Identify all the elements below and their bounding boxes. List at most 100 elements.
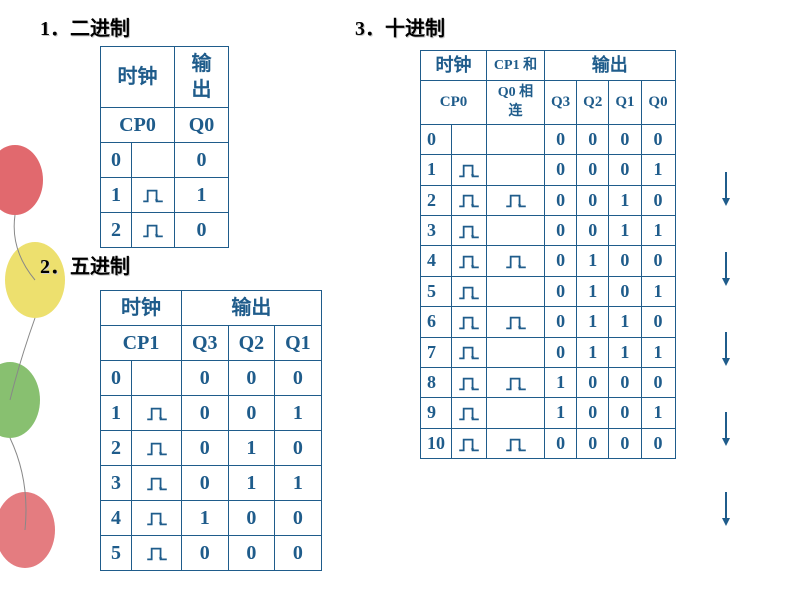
cell-cp <box>132 536 182 571</box>
table-row: 5000 <box>101 536 322 571</box>
t1-h-q0: Q0 <box>175 108 229 143</box>
cell-q2: 1 <box>577 307 609 337</box>
cell-cp1 <box>487 398 545 428</box>
cell-q0: 0 <box>641 367 675 397</box>
cell-q0: 1 <box>641 215 675 245</box>
cell-q2: 0 <box>577 185 609 215</box>
cell-q1: 0 <box>609 155 641 185</box>
cell-n: 1 <box>101 396 132 431</box>
cell-q1: 0 <box>609 428 641 458</box>
cell-cp0 <box>452 398 487 428</box>
cell-cp1 <box>487 215 545 245</box>
cell-q1: 0 <box>609 276 641 306</box>
cell-cp1 <box>487 155 545 185</box>
cell-cp1 <box>487 428 545 458</box>
t3-h-cp0: CP0 <box>421 81 487 124</box>
cell-q2: 0 <box>228 536 275 571</box>
balloons-decoration <box>0 140 80 590</box>
cell-cp0 <box>452 307 487 337</box>
cell-q3: 1 <box>545 367 577 397</box>
cell-q1: 0 <box>275 501 322 536</box>
t2-h-clock: 时钟 <box>101 291 182 326</box>
cell-cp0 <box>452 337 487 367</box>
t3-h-q1: Q1 <box>609 81 641 124</box>
cell-q1: 0 <box>609 367 641 397</box>
cell-cp1 <box>487 185 545 215</box>
cell-q3: 0 <box>182 361 229 396</box>
cell-q2: 0 <box>577 155 609 185</box>
cell-q3: 0 <box>182 431 229 466</box>
cell-q: 0 <box>175 213 229 248</box>
arrow-down-icon <box>720 330 732 373</box>
table-decimal: 时钟CP1 和输出 CP0Q0 相连Q3Q2Q1Q0 0000010001200… <box>420 50 676 459</box>
cell-cp0 <box>452 246 487 276</box>
table-row: 00 <box>101 143 229 178</box>
table-row: 40100 <box>421 246 676 276</box>
cell-q1: 1 <box>609 307 641 337</box>
cell-q2: 0 <box>577 398 609 428</box>
arrow-down-icon <box>720 170 732 213</box>
cell-cp0 <box>452 428 487 458</box>
t2-h-q2: Q2 <box>228 326 275 361</box>
t2-h-q1: Q1 <box>275 326 322 361</box>
cell-q0: 1 <box>641 276 675 306</box>
t1-h-out: 输出 <box>175 47 229 108</box>
cell-n: 6 <box>421 307 452 337</box>
table-row: 100000 <box>421 428 676 458</box>
cell-q0: 1 <box>641 337 675 367</box>
cell-q3: 0 <box>545 215 577 245</box>
cell-q2: 0 <box>577 215 609 245</box>
cell-cp <box>132 466 182 501</box>
cell-q2: 1 <box>577 276 609 306</box>
cell-cp <box>132 213 175 248</box>
t3-h-out: 输出 <box>545 51 676 81</box>
t3-h-q2: Q2 <box>577 81 609 124</box>
cell-q3: 0 <box>545 428 577 458</box>
cell-cp1 <box>487 367 545 397</box>
cell-q3: 0 <box>545 124 577 154</box>
t2-h-cp1: CP1 <box>101 326 182 361</box>
cell-q3: 0 <box>545 155 577 185</box>
cell-n: 3 <box>101 466 132 501</box>
t3-h-q0link: Q0 相连 <box>487 81 545 124</box>
t3-h-q3: Q3 <box>545 81 577 124</box>
table-row: 1001 <box>101 396 322 431</box>
cell-q2: 0 <box>228 501 275 536</box>
cell-n: 2 <box>101 213 132 248</box>
cell-cp <box>132 501 182 536</box>
cell-n: 2 <box>101 431 132 466</box>
cell-q1: 1 <box>275 396 322 431</box>
cell-q1: 1 <box>609 337 641 367</box>
cell-q2: 1 <box>228 466 275 501</box>
cell-n: 0 <box>101 361 132 396</box>
arrow-down-icon <box>720 490 732 533</box>
cell-cp1 <box>487 276 545 306</box>
cell-n: 4 <box>421 246 452 276</box>
cell-n: 8 <box>421 367 452 397</box>
cell-n: 1 <box>421 155 452 185</box>
cell-q2: 0 <box>228 396 275 431</box>
cell-q1: 0 <box>609 398 641 428</box>
cell-cp1 <box>487 124 545 154</box>
table-row: 50101 <box>421 276 676 306</box>
cell-q: 0 <box>175 143 229 178</box>
cell-q2: 0 <box>577 367 609 397</box>
cell-q1: 0 <box>275 431 322 466</box>
cell-q1: 1 <box>275 466 322 501</box>
table-row: 4100 <box>101 501 322 536</box>
heading-decimal: 3．十进制 <box>355 12 445 41</box>
cell-q3: 1 <box>545 398 577 428</box>
cell-n: 5 <box>421 276 452 306</box>
cell-q0: 0 <box>641 124 675 154</box>
table-row: 81000 <box>421 367 676 397</box>
cell-q1: 1 <box>609 215 641 245</box>
table-row: 3011 <box>101 466 322 501</box>
cell-q2: 0 <box>577 124 609 154</box>
cell-n: 5 <box>101 536 132 571</box>
table-binary: 时钟输出 CP0Q0 001120 <box>100 46 229 248</box>
cell-cp <box>132 178 175 213</box>
cell-cp1 <box>487 337 545 367</box>
cell-q: 1 <box>175 178 229 213</box>
cell-q3: 0 <box>182 466 229 501</box>
cell-q1: 0 <box>275 536 322 571</box>
